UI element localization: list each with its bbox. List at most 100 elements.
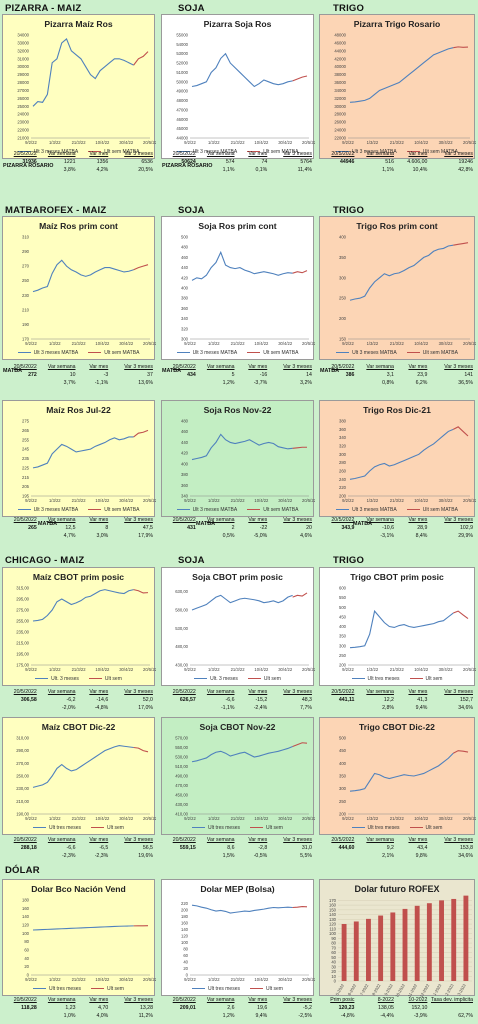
- chart-title: Trigo Ros prim cont: [356, 221, 438, 231]
- legend-label: Ult tres meses: [367, 825, 400, 831]
- stats-cell: Var semana: [47, 837, 76, 843]
- stats-cell: Var mes: [408, 517, 428, 523]
- row-label-pizarra: PIZARRA ROSARIO: [3, 163, 54, 169]
- chart-title: Pizarra Trigo Rosario: [353, 19, 441, 29]
- stats-pct-row: 1,5% -0,5% 5,5%: [163, 852, 312, 860]
- x-tick-label: 20/5/22: [302, 667, 315, 672]
- x-tick-label: 1/3/22: [367, 667, 379, 672]
- series-line-main: [191, 433, 293, 461]
- x-tick-label: 1/3/22: [49, 667, 61, 672]
- stats-cell: 17,9%: [138, 533, 153, 539]
- stats-cell: 20,5%: [138, 167, 153, 173]
- y-tick-label: 255: [22, 437, 30, 442]
- stats-cell: -2,3%: [94, 853, 109, 859]
- series-line-week: [292, 742, 308, 748]
- y-tick-label: 380: [339, 419, 347, 424]
- x-tick-label: 1/3/22: [49, 977, 61, 982]
- y-tick-label: 47000: [176, 107, 188, 112]
- stats-cell: Var semana: [366, 837, 394, 843]
- stats-table: 20/5/2022 Var semana Var mes Var 3 meses 444…: [321, 836, 473, 860]
- y-tick-label: 300: [339, 275, 347, 280]
- stats-cell: 56,5: [142, 845, 153, 851]
- legend-label: Ult sem MATBA: [263, 149, 299, 155]
- stats-value-row: 626,57 -6,6 -15,2 48,3: [163, 696, 312, 704]
- legend-item: Ult 3 meses MATBA: [17, 507, 78, 513]
- legend-swatch: [192, 988, 206, 990]
- chart-panel-rofex: Dolar futuro ROFEX 0 10 20 30 40 50 60 70 80 90 100…: [319, 879, 475, 997]
- stats-cell: [321, 532, 354, 540]
- chart-svg: 44000 45000 46000 47000 48000 49000 50000 51000…: [176, 33, 315, 146]
- stats-cell: 42,8%: [458, 167, 473, 173]
- x-tick-label: 21/3/22: [390, 140, 405, 145]
- stats-cell: 2,8%: [382, 705, 394, 711]
- stats-cell: Var semana: [206, 837, 235, 843]
- stats-cell: Var mes: [408, 151, 428, 157]
- x-tick-label: 30/4/22: [278, 977, 293, 982]
- y-tick-label: 470,00: [175, 783, 188, 788]
- stats-cell: 0,5%: [222, 533, 235, 539]
- x-tick-label: 20/5/22: [302, 140, 315, 145]
- y-tick-label: 350: [339, 634, 347, 639]
- y-tick-label: 28000: [17, 80, 29, 85]
- series-line-main: [32, 436, 134, 469]
- stats-cell: [321, 379, 354, 387]
- y-tick-label: 230: [22, 293, 30, 298]
- stats-cell: 1,1%: [222, 167, 235, 173]
- y-tick-label: 420: [181, 275, 189, 280]
- stats-cell: 1,23: [65, 1005, 76, 1011]
- y-tick-label: 500: [181, 235, 189, 240]
- stats-cell: 4,70: [98, 1005, 109, 1011]
- y-tick-label: 300: [339, 786, 347, 791]
- chart-svg: 0 20 40 60 80 100 120 140 160 180 9/2/22 1/3/22 21/3…: [22, 898, 156, 983]
- x-tick-label: 9/2/22: [25, 341, 37, 346]
- y-tick-label: 320: [339, 444, 347, 449]
- stats-cell: 20/5/2022: [331, 151, 355, 157]
- stats-cell: 5: [231, 372, 235, 378]
- legend-label: Ult sem: [425, 825, 443, 831]
- y-tick-label: 46000: [176, 117, 188, 122]
- stats-cell: 7,7%: [300, 705, 312, 711]
- chart-title: Pizarra Soja Ros: [203, 19, 272, 29]
- stats-table: 20/5/2022 Var semana Var mes Var 3 meses 431…: [163, 516, 312, 540]
- stats-cell: [163, 532, 196, 540]
- stats-cell: 152,10: [411, 1005, 428, 1011]
- y-tick-label: 200: [339, 663, 347, 668]
- x-tick-label: 21/3/22: [390, 498, 405, 503]
- bar: [402, 908, 408, 981]
- legend-swatch: [176, 352, 190, 354]
- chart-panel-c_soja_mat: Soja Ros prim cont 300 320 340 360 380 400 420 4…: [161, 216, 315, 360]
- y-tick-label: 250: [339, 296, 347, 301]
- y-tick-label: 600: [339, 586, 347, 591]
- x-tick-label: 20/5/22: [463, 816, 476, 821]
- chart-legend: Ult tres meses Ult sem: [3, 986, 154, 992]
- legend-swatch: [351, 827, 365, 829]
- y-tick-label: 205: [22, 484, 30, 489]
- x-tick-label: 9/2/22: [342, 140, 354, 145]
- stats-cell: Var mes: [89, 364, 109, 370]
- x-tick-label: 9/2/22: [342, 341, 354, 346]
- legend-swatch: [176, 509, 190, 511]
- y-tick-label: 240: [339, 477, 347, 482]
- stats-cell: -2,4%: [253, 705, 268, 711]
- chart-title: Maíz CBOT Dic-22: [41, 722, 116, 732]
- x-tick-label: 10/4/22: [95, 140, 110, 145]
- legend-item: Ult sem: [250, 986, 283, 992]
- series-line-week: [292, 446, 307, 449]
- legend-item: Ult sem: [247, 676, 281, 682]
- legend-label: Ult tres meses: [208, 825, 240, 831]
- stats-value-row: 31936 1221 1356 6536: [4, 158, 153, 166]
- chart-svg: 150 200 250 300 350 400 9/2/22 1/3/22 21/3/22 10/…: [339, 235, 476, 347]
- stats-table: 20/5/2022 Var semana Var mes Var 3 meses 626…: [163, 688, 312, 712]
- legend-item: Ult 3 meses MATBA: [336, 507, 397, 513]
- y-tick-label: 40: [24, 956, 29, 961]
- legend-swatch: [406, 352, 420, 354]
- bar: [390, 912, 396, 981]
- stats-header-row: 20/5/2022 Var semana Var mes Var 3 meses: [4, 516, 153, 524]
- x-tick-label: 10/4/22: [254, 140, 269, 145]
- y-tick-label: 460: [181, 429, 189, 434]
- y-tick-label: 31000: [17, 56, 29, 61]
- x-tick-label: 9/2/22: [342, 498, 354, 503]
- x-tick-label: 9/2/22: [184, 977, 196, 982]
- y-tick-label: 530,00: [175, 626, 188, 631]
- series-line-week: [292, 270, 308, 274]
